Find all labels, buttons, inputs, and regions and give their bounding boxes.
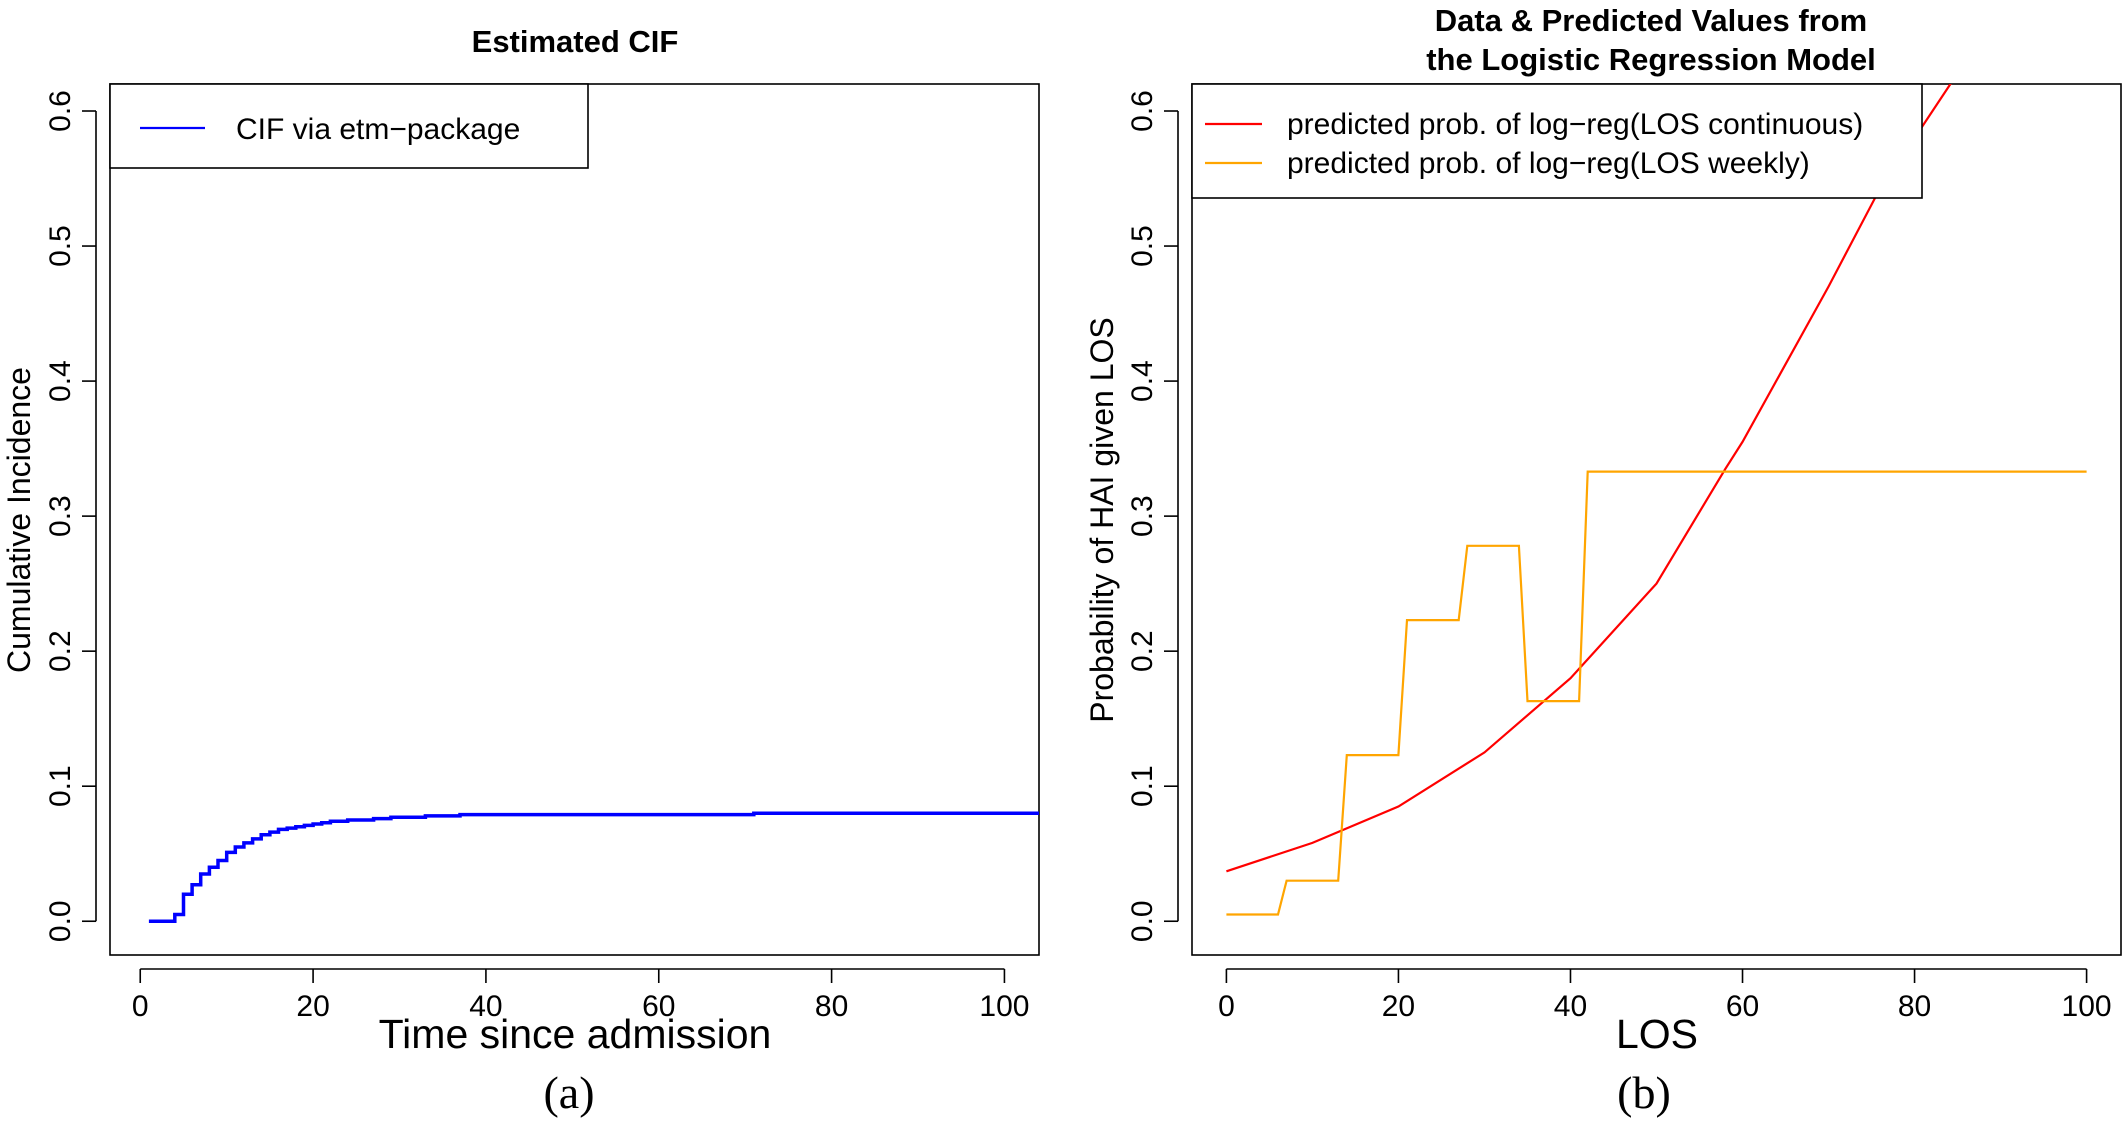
panel-b-logreg: Data & Predicted Values from the Logisti… [1084, 3, 2122, 1118]
x-tick-label: 100 [2062, 990, 2112, 1023]
series-line-weekly [1226, 470, 2087, 916]
y-tick-label: 0.6 [1126, 90, 1159, 132]
x-tick-label: 0 [1218, 990, 1235, 1023]
x-tick-label: 20 [296, 990, 329, 1023]
y-tick-label: 0.1 [44, 765, 77, 807]
y-tick-label: 0.3 [1126, 495, 1159, 537]
legend-label-weekly: predicted prob. of log−reg(LOS weekly) [1287, 147, 1810, 180]
y-tick-label: 0.6 [44, 90, 77, 132]
x-tick-label: 40 [469, 990, 502, 1023]
chart-title-a: Estimated CIF [472, 24, 679, 59]
x-tick-label: 40 [1554, 990, 1587, 1023]
legend-label-cif: CIF via etm−package [236, 113, 520, 146]
legend-box-b [1191, 83, 1923, 199]
y-tick-label: 0.2 [44, 630, 77, 672]
x-axis-label-b: LOS [1616, 1011, 1698, 1057]
x-tick-label: 100 [979, 990, 1029, 1023]
panel-a-cif: Estimated CIF 0 20 40 60 80 100 0.00.10.20.30… [1, 24, 1040, 1118]
chart-title-b-line2: the Logistic Regression Model [1426, 42, 1876, 77]
y-axis-a: 0.0 0.1 0.2 0.3 0.4 0.5 0.6 [44, 90, 97, 942]
plot-frame-b [1191, 83, 2122, 956]
y-tick-label: 0.0 [1126, 900, 1159, 942]
y-tick-label: 0.4 [1126, 360, 1159, 402]
legend-box-a [109, 83, 589, 169]
x-tick-label: 0 [132, 990, 149, 1023]
y-tick-label: 0.5 [44, 225, 77, 267]
y-tick-label: 0.3 [44, 495, 77, 537]
legend-label-continuous: predicted prob. of log−reg(LOS continuou… [1287, 108, 1863, 141]
x-axis-label-a: Time since admission [379, 1011, 772, 1057]
y-axis-label-a: Cumulative Incidence [1, 367, 37, 673]
x-tick-label: 20 [1382, 990, 1415, 1023]
x-tick-label: 60 [642, 990, 675, 1023]
plot-frame-a [109, 83, 1040, 956]
chart-title-b-line1: Data & Predicted Values from [1435, 3, 1867, 38]
y-tick-label: 0.5 [1126, 225, 1159, 267]
series-line-cif [148, 811, 1039, 923]
x-tick-label: 80 [815, 990, 848, 1023]
x-tick-label: 60 [1726, 990, 1759, 1023]
panel-label-b: (b) [1617, 1067, 1671, 1118]
y-tick-label: 0.4 [44, 360, 77, 402]
y-tick-label: 0.1 [1126, 765, 1159, 807]
panel-label-a: (a) [543, 1067, 594, 1118]
y-tick-label: 0.0 [44, 900, 77, 942]
x-tick-label: 80 [1898, 990, 1931, 1023]
y-tick-label: 0.2 [1126, 630, 1159, 672]
y-axis-label-b: Probability of HAI given LOS [1084, 317, 1120, 723]
x-axis-a: 0 20 40 60 80 100 [132, 968, 1029, 1023]
y-axis-b: 0.0 0.1 0.2 0.3 0.4 0.5 0.6 [1126, 90, 1179, 942]
x-axis-b: 0 20 40 60 80 100 [1218, 968, 2112, 1023]
